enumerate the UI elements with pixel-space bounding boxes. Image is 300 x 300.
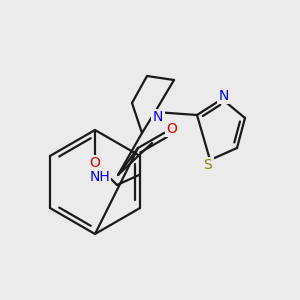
Text: O: O bbox=[167, 122, 177, 136]
Text: N: N bbox=[153, 110, 163, 124]
Text: S: S bbox=[204, 158, 212, 172]
Text: O: O bbox=[90, 156, 101, 170]
Text: NH: NH bbox=[89, 170, 110, 184]
Text: N: N bbox=[219, 89, 229, 103]
